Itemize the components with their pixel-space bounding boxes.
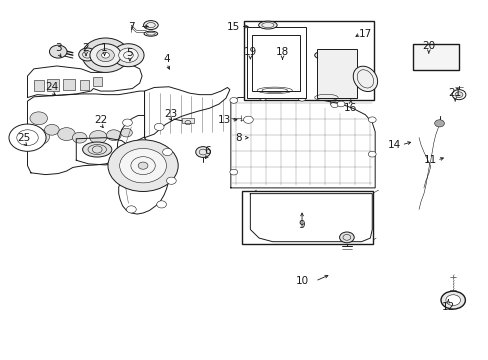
Circle shape — [119, 48, 138, 62]
Bar — [243, 22, 373, 100]
Circle shape — [229, 98, 237, 103]
Circle shape — [138, 162, 148, 169]
Text: 23: 23 — [163, 109, 177, 119]
Circle shape — [58, 128, 75, 140]
Circle shape — [339, 232, 353, 243]
Circle shape — [79, 48, 96, 61]
Circle shape — [434, 120, 444, 127]
Bar — [412, 44, 458, 69]
Text: 13: 13 — [217, 115, 230, 125]
Text: 17: 17 — [358, 29, 371, 39]
Circle shape — [28, 129, 49, 145]
Text: 1: 1 — [101, 43, 108, 53]
Circle shape — [49, 45, 67, 58]
Bar — [34, 80, 43, 91]
Circle shape — [195, 147, 210, 157]
Circle shape — [454, 92, 462, 98]
Text: 20: 20 — [422, 41, 434, 50]
Bar — [80, 80, 89, 90]
Circle shape — [243, 116, 253, 123]
Circle shape — [298, 95, 305, 101]
Bar — [316, 49, 356, 98]
Bar — [242, 191, 372, 244]
Bar — [454, 44, 458, 69]
Text: 16: 16 — [344, 103, 357, 113]
Text: 15: 15 — [227, 22, 240, 32]
Bar — [63, 79, 75, 90]
Circle shape — [157, 201, 166, 208]
Circle shape — [44, 125, 59, 135]
Bar — [93, 77, 102, 86]
Text: 6: 6 — [204, 145, 211, 156]
Text: 8: 8 — [235, 133, 242, 143]
Bar — [329, 100, 339, 104]
Ellipse shape — [314, 51, 337, 60]
Text: 12: 12 — [441, 302, 454, 312]
Circle shape — [367, 117, 375, 123]
Ellipse shape — [144, 31, 158, 36]
Ellipse shape — [143, 21, 158, 30]
Text: 3: 3 — [55, 43, 61, 53]
Circle shape — [440, 291, 465, 309]
Bar — [412, 44, 416, 69]
Circle shape — [126, 206, 136, 213]
Text: 22: 22 — [94, 115, 107, 125]
Bar — [47, 78, 59, 91]
Circle shape — [162, 148, 172, 156]
Circle shape — [445, 295, 460, 306]
Circle shape — [330, 102, 338, 108]
Bar — [246, 27, 306, 98]
Text: 5: 5 — [126, 48, 133, 58]
Ellipse shape — [258, 21, 277, 29]
Text: 24: 24 — [45, 82, 59, 93]
Circle shape — [108, 140, 178, 192]
Circle shape — [336, 101, 344, 107]
Bar — [251, 36, 299, 91]
Circle shape — [121, 129, 132, 137]
Circle shape — [122, 119, 132, 126]
Circle shape — [72, 132, 87, 143]
Circle shape — [229, 169, 237, 175]
Text: 11: 11 — [423, 155, 436, 165]
Circle shape — [451, 90, 465, 100]
Text: 4: 4 — [163, 54, 169, 64]
Circle shape — [102, 52, 109, 58]
Circle shape — [97, 49, 114, 62]
Circle shape — [259, 95, 266, 100]
Text: 19: 19 — [243, 46, 257, 57]
Ellipse shape — [352, 66, 377, 91]
Circle shape — [367, 151, 375, 157]
Bar — [182, 118, 194, 123]
Text: 2: 2 — [82, 43, 89, 53]
Ellipse shape — [82, 142, 112, 157]
Circle shape — [90, 44, 121, 67]
Circle shape — [166, 177, 176, 184]
Text: 10: 10 — [295, 276, 308, 286]
Circle shape — [82, 38, 129, 72]
Text: 9: 9 — [298, 220, 305, 230]
Text: 18: 18 — [275, 46, 288, 57]
Text: 14: 14 — [387, 140, 401, 150]
Circle shape — [154, 123, 163, 131]
Circle shape — [89, 131, 107, 143]
Text: 21: 21 — [447, 88, 461, 98]
Text: 7: 7 — [128, 22, 134, 32]
Circle shape — [9, 124, 46, 151]
Circle shape — [30, 112, 47, 125]
Circle shape — [120, 148, 166, 183]
Circle shape — [113, 44, 144, 67]
Text: 25: 25 — [18, 133, 31, 143]
Circle shape — [106, 130, 121, 140]
